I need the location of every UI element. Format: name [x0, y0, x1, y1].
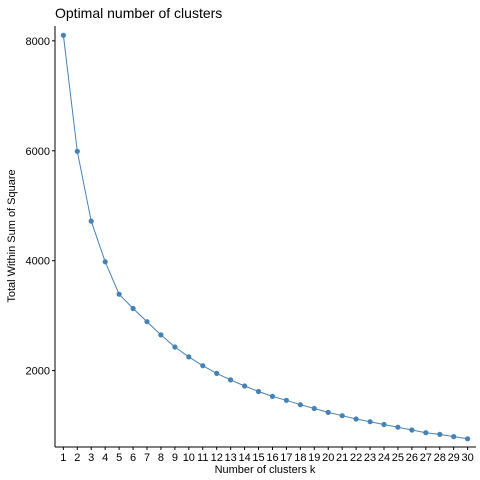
x-tick-label: 11: [197, 452, 208, 464]
data-point: [339, 413, 345, 419]
y-tick-label: 8000: [26, 36, 50, 48]
x-tick-label: 12: [211, 452, 223, 464]
x-tick-label: 2: [74, 452, 80, 464]
x-tick-label: 10: [183, 452, 195, 464]
x-tick-label: 15: [252, 452, 264, 464]
x-tick-label: 19: [308, 452, 320, 464]
data-point: [283, 397, 289, 403]
data-point: [311, 405, 317, 412]
x-tick-label: 26: [406, 452, 418, 464]
data-point: [74, 148, 80, 154]
x-axis-ticks: 1 2 3 4 5 6 7 8 9 10 11 12 13 14 15 16 17 18 19 20 21 22 23 24 2…: [60, 447, 474, 464]
x-tick-label: 9: [172, 452, 178, 464]
chart-title: Optimal number of clusters: [55, 5, 222, 21]
x-tick-label: 22: [350, 452, 362, 464]
x-tick-label: 14: [238, 452, 250, 464]
y-tick-label: 6000: [26, 146, 50, 158]
data-point: [200, 363, 206, 369]
x-tick-label: 28: [434, 452, 446, 464]
x-tick-label: 7: [144, 452, 150, 464]
data-points: [60, 32, 471, 442]
data-point: [451, 434, 457, 440]
data-point: [214, 370, 220, 376]
data-point: [395, 424, 401, 430]
x-tick-label: 20: [322, 452, 334, 464]
x-tick-label: 18: [294, 452, 306, 464]
data-point: [144, 319, 150, 325]
x-tick-label: 1: [60, 452, 66, 464]
x-tick-label: 4: [102, 452, 108, 464]
data-point: [88, 218, 94, 224]
data-point: [465, 436, 471, 442]
data-point: [353, 416, 359, 422]
data-point: [60, 32, 66, 38]
x-tick-label: 29: [448, 452, 460, 464]
data-point: [437, 431, 443, 437]
x-tick-label: 21: [336, 452, 348, 464]
data-point: [409, 427, 415, 433]
x-tick-label: 13: [225, 452, 237, 464]
y-axis-ticks: 2000 4000 6000 8000: [26, 36, 55, 378]
x-tick-label: 17: [280, 452, 292, 464]
x-tick-label: 5: [116, 452, 122, 464]
x-tick-label: 25: [392, 452, 404, 464]
x-tick-label: 27: [420, 452, 432, 464]
x-tick-label: 16: [266, 452, 278, 464]
data-point: [172, 344, 178, 350]
x-tick-label: 23: [364, 452, 376, 464]
x-tick-label: 30: [462, 452, 474, 464]
data-point: [158, 332, 164, 338]
data-point: [228, 377, 234, 383]
x-tick-label: 6: [130, 452, 136, 464]
y-tick-label: 4000: [26, 256, 50, 268]
y-axis-title: Total Within Sum of Square: [6, 169, 18, 302]
data-point: [297, 402, 303, 408]
data-point: [423, 430, 429, 436]
data-point: [242, 383, 248, 389]
x-tick-label: 8: [158, 452, 164, 464]
data-point: [255, 388, 262, 395]
data-point: [130, 305, 136, 312]
x-axis-title: Number of clusters k: [215, 464, 316, 476]
data-point: [381, 421, 387, 428]
data-point: [325, 409, 331, 415]
data-point: [116, 291, 122, 297]
series-line: [62, 35, 468, 440]
x-tick-label: 24: [378, 452, 390, 464]
data-point: [367, 419, 373, 425]
data-point: [269, 393, 276, 399]
x-tick-label: 3: [88, 452, 94, 464]
y-tick-label: 2000: [26, 366, 50, 378]
data-point: [186, 354, 192, 360]
data-point: [102, 259, 108, 265]
